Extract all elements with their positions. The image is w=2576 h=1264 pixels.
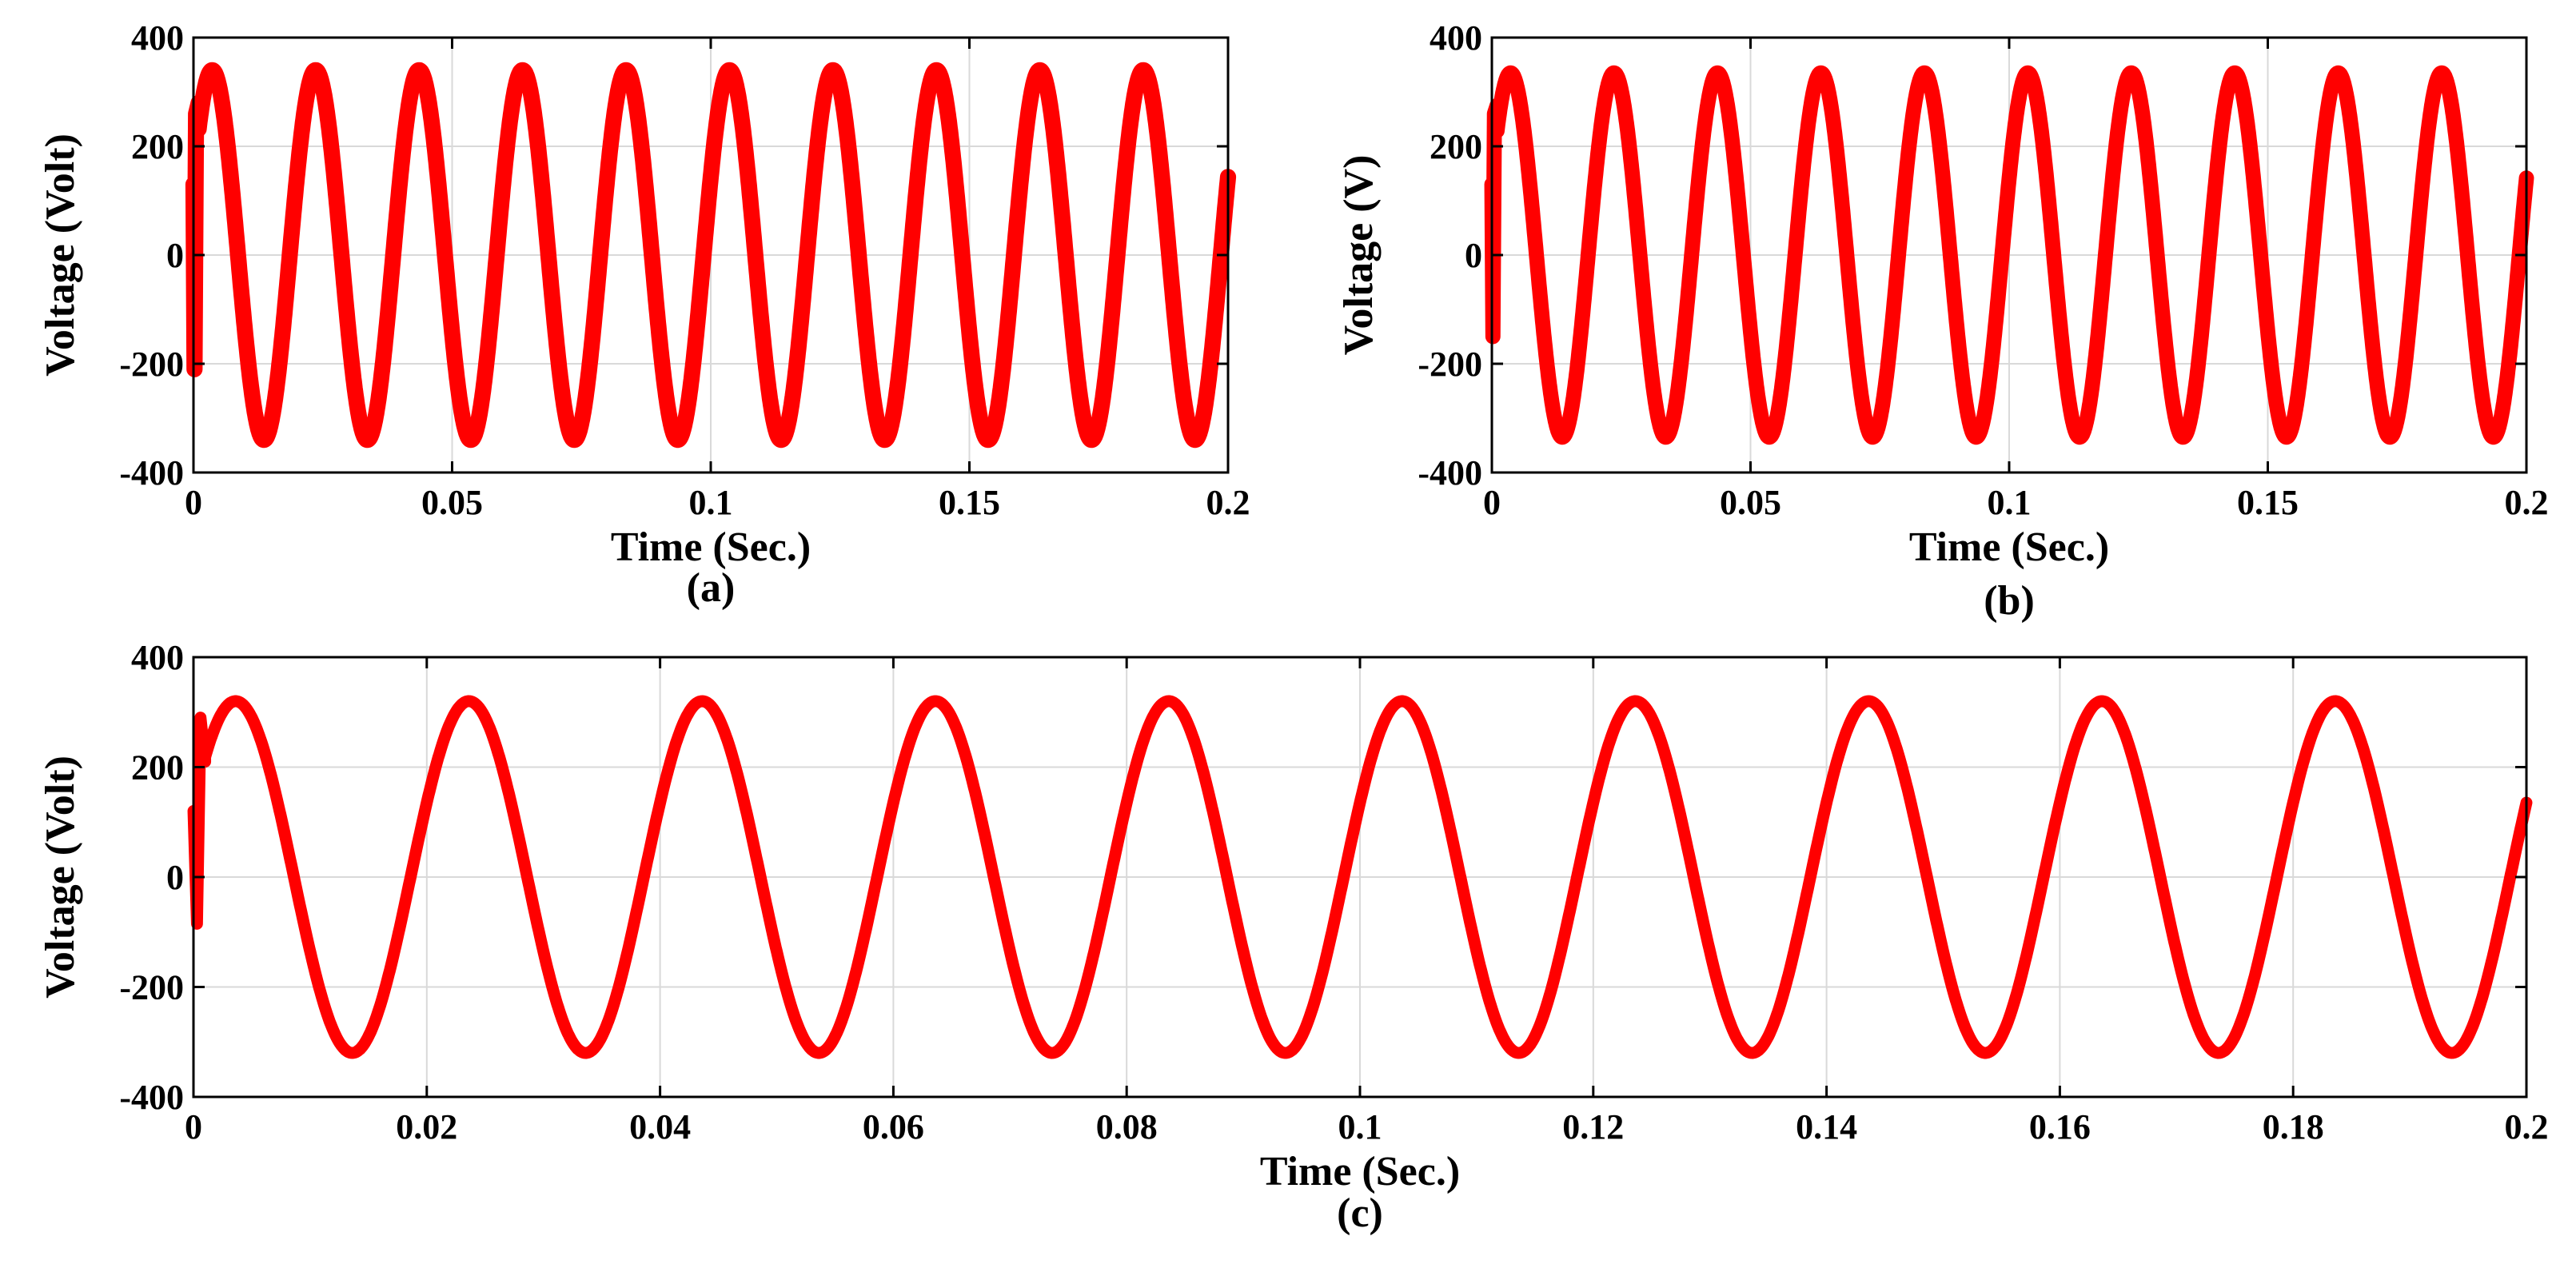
- y-tick-label: 200: [131, 127, 184, 166]
- y-tick-label: 400: [131, 18, 184, 58]
- voltage-series-line: [185, 62, 1237, 449]
- y-tick-label: -400: [119, 1078, 184, 1117]
- x-tick-label: 0.14: [1796, 1107, 1857, 1146]
- x-tick-label: 0.18: [2263, 1107, 2324, 1146]
- x-tick-label: 0.1: [1338, 1107, 1382, 1146]
- y-axis-label: Voltage (Volt): [38, 134, 83, 377]
- x-tick-label: 0: [185, 483, 202, 522]
- x-tick-label: 0.04: [629, 1107, 691, 1146]
- x-tick-label: 0.06: [863, 1107, 924, 1146]
- x-tick-label: 0.02: [396, 1107, 457, 1146]
- panel-caption: (c): [1337, 1190, 1383, 1236]
- x-axis-label: Time (Sec.): [1260, 1149, 1460, 1194]
- x-tick-label: 0.2: [2505, 1107, 2549, 1146]
- y-tick-label: -200: [1418, 345, 1482, 384]
- x-tick-label: 0.08: [1096, 1107, 1158, 1146]
- y-tick-label: 0: [166, 236, 184, 275]
- panel-caption: (a): [687, 565, 736, 611]
- y-tick-label: -200: [119, 345, 184, 384]
- panel-b: 0 0.05 0.1 0.15 0.2 -400 -200 0 200 400 Time (Sec.…: [1336, 18, 2549, 624]
- y-axis-label: Voltage (V): [1336, 155, 1382, 356]
- x-tick-label: 0.16: [2029, 1107, 2091, 1146]
- y-axis-label: Voltage (Volt): [38, 756, 83, 999]
- x-axis-label: Time (Sec.): [1909, 524, 2109, 570]
- x-tick-label: 0: [185, 1107, 202, 1146]
- x-tick-label: 0.15: [939, 483, 1000, 522]
- x-tick-label: 0.05: [1720, 483, 1781, 522]
- y-tick-label: -200: [119, 968, 184, 1007]
- x-tick-label: 0.2: [1206, 483, 1250, 522]
- x-tick-label: 0.12: [1562, 1107, 1624, 1146]
- x-tick-label: 0.1: [1988, 483, 2032, 522]
- y-tick-label: 400: [1430, 18, 1482, 58]
- y-tick-label: 0: [1465, 236, 1482, 275]
- panel-c: 0 0.02 0.04 0.06 0.08 0.1 0.12 0.14 0.16 0.18 0.2 -…: [38, 638, 2549, 1236]
- y-tick-label: 400: [131, 638, 184, 677]
- voltage-series-line: [1484, 65, 2534, 445]
- x-tick-label: 0.1: [689, 483, 733, 522]
- x-tick-label: 0.15: [2237, 483, 2299, 522]
- voltage-series-line: [187, 695, 2533, 1059]
- x-tick-label: 0.2: [2505, 483, 2549, 522]
- x-axis-label: Time (Sec.): [611, 524, 811, 570]
- y-tick-label: 0: [166, 858, 184, 897]
- panel-caption: (b): [1984, 578, 2035, 624]
- x-tick-label: 0: [1483, 483, 1501, 522]
- y-tick-label: 200: [1430, 127, 1482, 166]
- x-tick-label: 0.05: [421, 483, 483, 522]
- y-tick-label: -400: [119, 453, 184, 492]
- y-tick-label: -400: [1418, 453, 1482, 492]
- panel-a: 0 0.05 0.1 0.15 0.2 -400 -200 0 200 400 Time (Sec.…: [38, 18, 1250, 611]
- y-tick-label: 200: [131, 748, 184, 788]
